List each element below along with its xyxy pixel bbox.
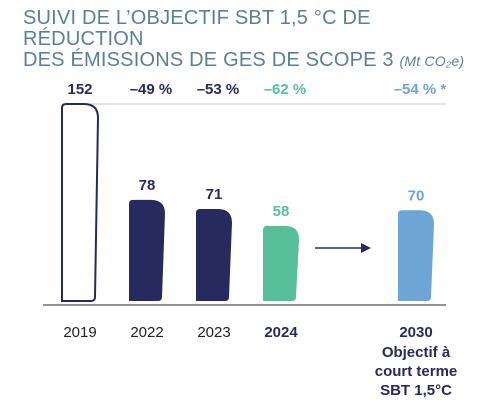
change-label-2022: –49 % <box>130 81 173 98</box>
category-label-2022: 2022 <box>130 324 163 341</box>
target-label-line-3: SBT 1,5°C <box>380 382 452 399</box>
title-line-2-text: DES ÉMISSIONS DE GES DE SCOPE 3 <box>23 49 394 71</box>
category-label-2023: 2023 <box>197 324 230 341</box>
data-label-2024: 58 <box>273 203 290 220</box>
change-label-2030: –54 % * <box>394 81 447 98</box>
bar-2022 <box>129 199 165 301</box>
bar-2023 <box>196 208 232 301</box>
title-line-2: DES ÉMISSIONS DE GES DE SCOPE 3 (Mt CO₂e… <box>23 50 493 72</box>
data-label-2030: 70 <box>408 187 425 204</box>
category-label-2030: 2030 <box>399 324 432 341</box>
category-label-2019: 2019 <box>63 324 96 341</box>
title-line-1: SUIVI DE L’OBJECTIF SBT 1,5 °C DE RÉDUCT… <box>23 7 371 50</box>
trend-arrow-head <box>361 243 371 253</box>
data-label-2019: 152 <box>67 81 92 98</box>
chart-title: SUIVI DE L’OBJECTIF SBT 1,5 °C DE RÉDUCT… <box>23 8 493 72</box>
target-label-line-2: court terme <box>375 363 458 380</box>
bar-2019 <box>61 103 100 302</box>
change-label-2023: –53 % <box>197 81 240 98</box>
bar-2030 <box>398 210 434 301</box>
change-label-2024: –62 % <box>264 81 307 98</box>
title-unit: (Mt CO₂e) <box>399 53 465 69</box>
target-label-line-1: Objectif à <box>382 344 451 361</box>
data-label-2022: 78 <box>139 177 156 194</box>
category-label-2024: 2024 <box>264 324 298 341</box>
bar-2024 <box>263 225 299 301</box>
data-label-2023: 71 <box>206 186 223 203</box>
